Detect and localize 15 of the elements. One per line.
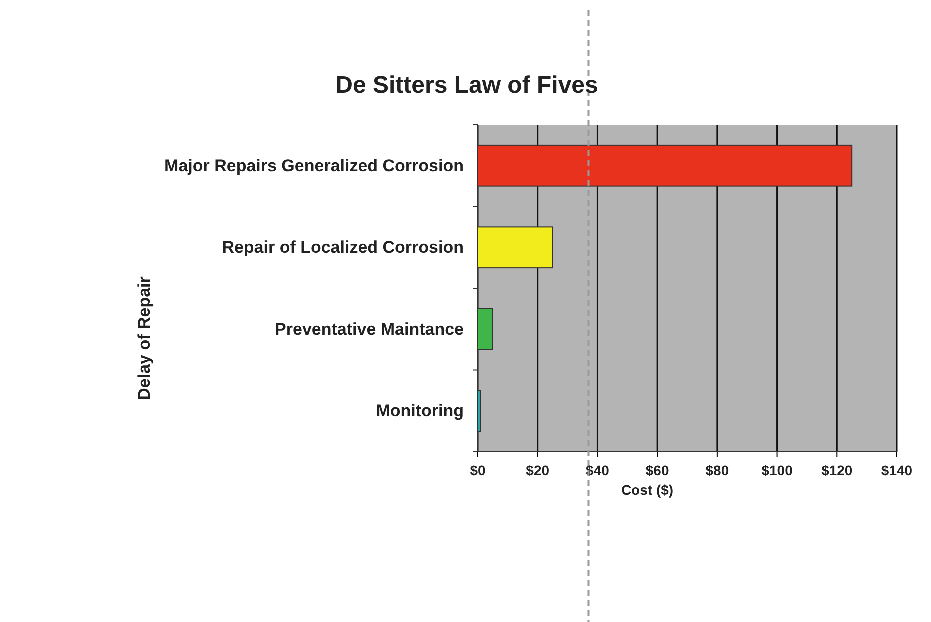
x-tick-label: $140 xyxy=(881,462,913,478)
chart-title: De Sitters Law of Fives xyxy=(336,72,598,99)
x-tick-label: $0 xyxy=(470,462,486,478)
y-axis-title: Delay of Repair xyxy=(135,276,154,400)
y-tick-label: Repair of Localized Corrosion xyxy=(222,238,464,258)
y-tick-label: Monitoring xyxy=(376,402,464,421)
x-tick-label: $120 xyxy=(822,462,853,478)
y-tick-label: Major Repairs Generalized Corrosion xyxy=(164,156,464,176)
x-tick-label: $80 xyxy=(706,462,730,478)
y-tick-label: Preventative Maintance xyxy=(275,320,464,339)
x-tick-label: $100 xyxy=(762,462,794,478)
x-tick-label: $60 xyxy=(646,462,670,478)
x-tick-label: $20 xyxy=(526,462,550,478)
x-tick-label: $40 xyxy=(586,462,610,478)
x-axis-title: Cost ($) xyxy=(621,482,674,498)
